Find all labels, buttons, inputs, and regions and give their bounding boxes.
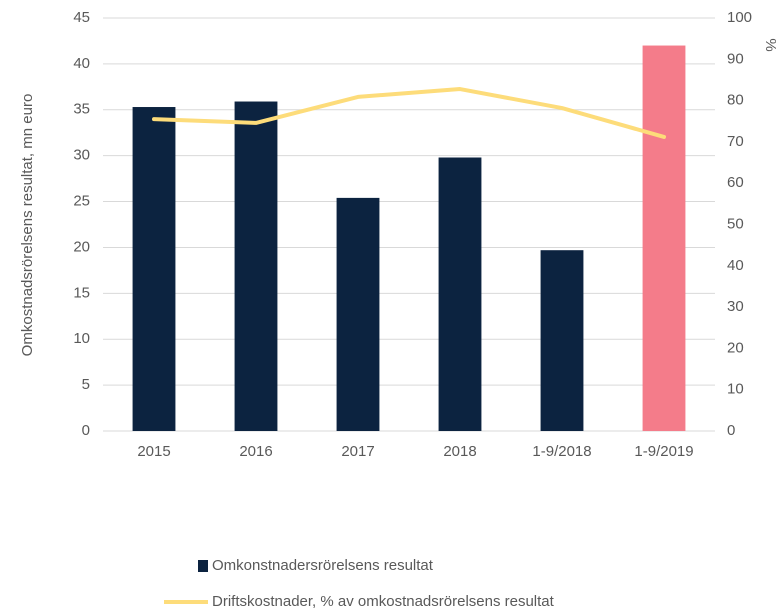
bar — [234, 101, 278, 432]
x-tick-label: 1-9/2018 — [532, 443, 591, 460]
y2-tick-label: 80 — [727, 92, 744, 109]
y2-tick-label: 50 — [727, 215, 744, 232]
y2-tick-label: 100 — [727, 9, 752, 26]
y-tick-label: 20 — [73, 238, 90, 255]
x-tick-label: 2018 — [443, 443, 476, 460]
y-tick-label: 5 — [82, 376, 90, 393]
y2-tick-label: 90 — [727, 50, 744, 67]
y2-tick-label: 0 — [727, 422, 735, 439]
bar — [438, 157, 482, 431]
y2-tick-label: 70 — [727, 133, 744, 150]
legend-label: Driftskostnader, % av omkostnadsrörelsen… — [212, 593, 555, 608]
y-tick-label: 15 — [73, 284, 90, 301]
x-tick-label: 2016 — [239, 443, 272, 460]
y2-axis-title: % — [762, 38, 779, 51]
x-tick-label: 1-9/2019 — [634, 443, 693, 460]
bar — [132, 107, 176, 431]
bar — [336, 197, 380, 431]
y-tick-label: 30 — [73, 147, 90, 164]
x-tick-label: 2015 — [137, 443, 170, 460]
y-tick-label: 25 — [73, 193, 90, 210]
y-tick-label: 45 — [73, 9, 90, 26]
y2-tick-label: 40 — [727, 257, 744, 274]
y-tick-label: 35 — [73, 101, 90, 118]
y-tick-label: 40 — [73, 55, 90, 72]
bar — [540, 250, 584, 431]
y-tick-label: 0 — [82, 422, 90, 439]
y-axis-title: Omkostnadsrörelsens resultat, mn euro — [19, 94, 36, 357]
bar — [642, 45, 686, 432]
legend-label: Omkonstnadersrörelsens resultat — [212, 557, 434, 574]
legend-swatch — [198, 560, 208, 572]
y2-tick-label: 10 — [727, 381, 744, 398]
y-tick-label: 10 — [73, 330, 90, 347]
line — [152, 87, 666, 139]
x-tick-label: 2017 — [341, 443, 374, 460]
y2-tick-label: 30 — [727, 298, 744, 315]
y2-tick-label: 60 — [727, 174, 744, 191]
y2-tick-label: 20 — [727, 339, 744, 356]
